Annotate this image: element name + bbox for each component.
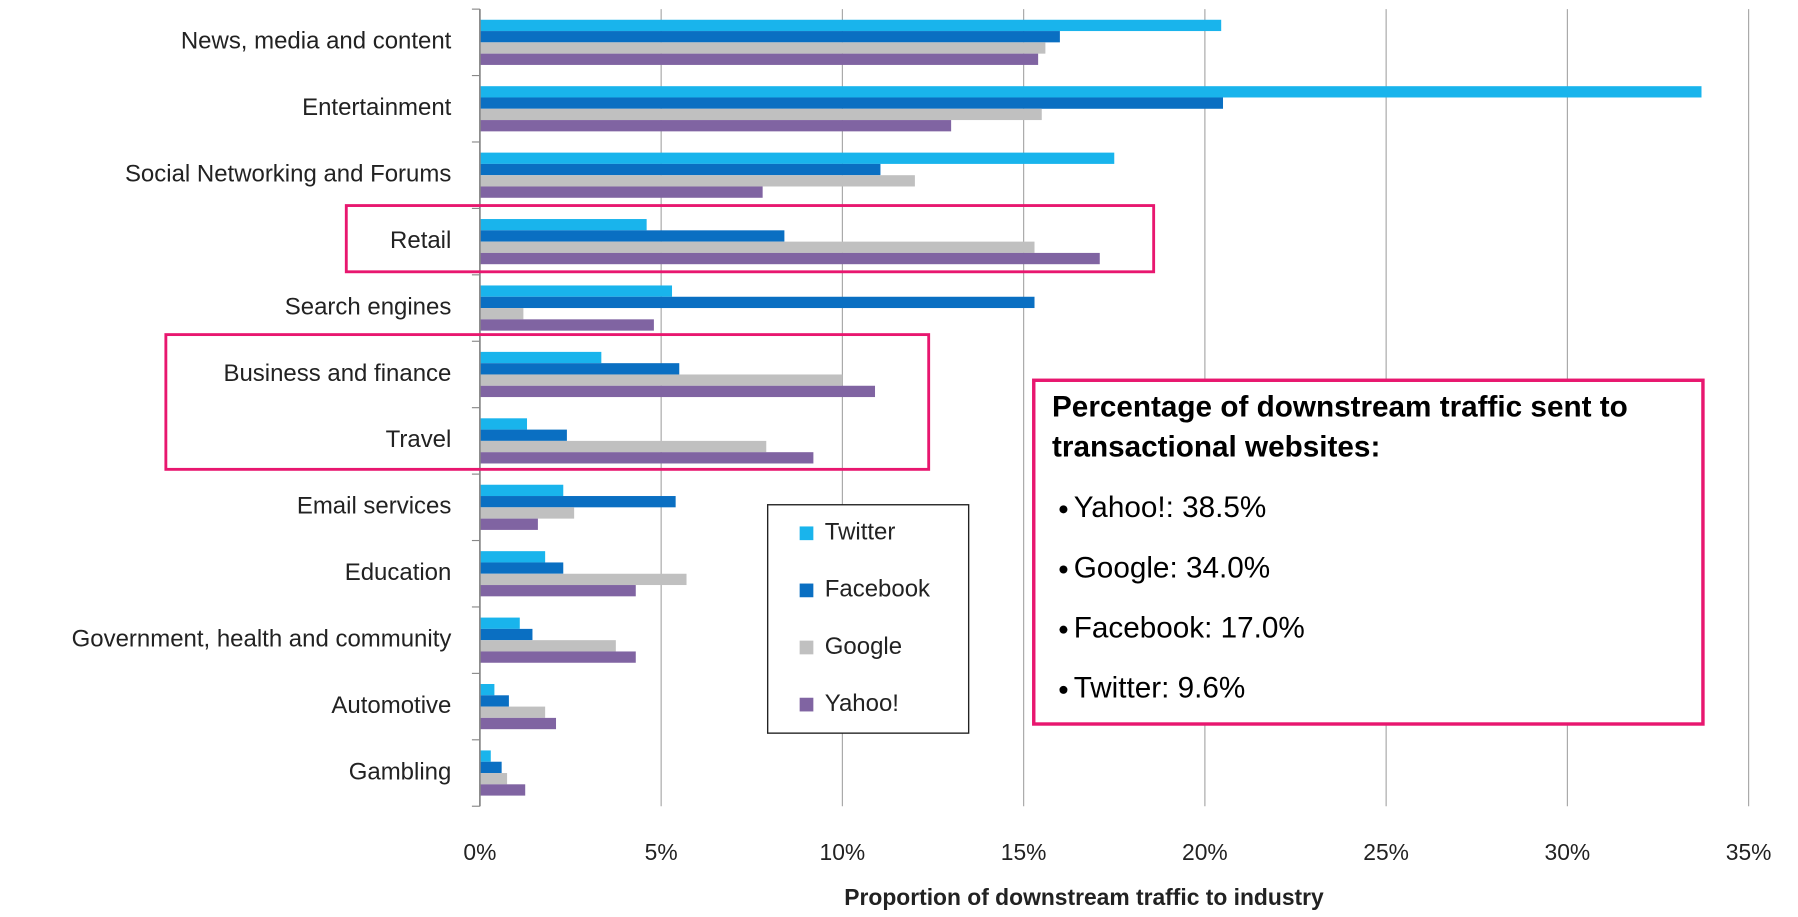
bar — [479, 573, 687, 586]
bar — [479, 418, 528, 430]
bar — [479, 562, 564, 574]
highlight-box — [344, 204, 1156, 274]
bar — [479, 241, 1035, 253]
annotation-title: transactional websites: — [1052, 431, 1380, 464]
bar — [479, 230, 785, 242]
bar — [479, 53, 1039, 65]
x-tick-label: 30% — [1545, 839, 1591, 865]
legend-swatch — [799, 640, 814, 655]
bar — [479, 484, 564, 497]
legend-swatch — [799, 697, 814, 712]
bar — [479, 19, 1222, 32]
bar — [479, 374, 843, 386]
bullet — [1059, 685, 1068, 694]
y-tick-label: Automotive — [331, 692, 451, 719]
bar — [479, 717, 557, 730]
grid: 0% 5% 10% 15% 20% 25% 30% 35% News, media and co… — [72, 8, 1772, 865]
legend-label: Google — [825, 633, 902, 660]
bar — [479, 440, 767, 453]
bar — [479, 452, 814, 464]
bars — [479, 19, 1702, 796]
bar — [479, 175, 915, 187]
annotation-item: Google: 34.0% — [1074, 551, 1270, 584]
bar — [479, 97, 1224, 109]
annotation-item: Twitter: 9.6% — [1074, 672, 1246, 705]
legend-box — [766, 504, 970, 734]
bar — [479, 252, 1100, 265]
x-tick-label: 0% — [463, 839, 496, 865]
legend-label: Twitter — [825, 519, 896, 546]
bar — [479, 308, 524, 320]
x-tick-label: 25% — [1363, 839, 1409, 865]
bar — [479, 319, 654, 331]
y-tick-label: Education — [345, 559, 452, 586]
bar — [479, 429, 567, 441]
x-tick-label: 10% — [820, 839, 866, 865]
bar — [479, 628, 533, 641]
bar — [479, 120, 952, 132]
bar — [479, 507, 575, 519]
bar — [479, 86, 1702, 98]
annotation-title: Percentage of downstream traffic sent to — [1052, 391, 1628, 424]
bar — [479, 518, 538, 530]
annotation-item: Yahoo!: 38.5% — [1074, 491, 1267, 524]
bar — [479, 42, 1046, 54]
bar — [479, 684, 495, 696]
annotation-item: Facebook: 17.0% — [1074, 612, 1305, 645]
bar — [479, 750, 491, 762]
y-tick-label: Government, health and community — [72, 625, 452, 652]
legend-label: Yahoo! — [825, 690, 899, 717]
bar — [479, 296, 1035, 309]
y-tick-label: Social Networking and Forums — [125, 161, 451, 188]
y-tick-label: Retail — [390, 227, 451, 254]
y-tick-label: Travel — [386, 426, 452, 453]
x-tick-label: 15% — [1001, 839, 1047, 865]
annotation-box — [1032, 378, 1705, 726]
x-axis-title: Proportion of downstream traffic to indu… — [844, 884, 1324, 910]
bullet — [1059, 565, 1068, 574]
bar — [479, 363, 680, 375]
bar — [479, 761, 502, 774]
bar — [479, 496, 676, 508]
bar — [479, 108, 1042, 121]
y-tick-label: Business and finance — [223, 360, 451, 387]
bar — [479, 651, 636, 663]
y-tick-label: Gambling — [349, 758, 452, 785]
bar — [479, 784, 526, 796]
bar — [479, 186, 763, 198]
bullet — [1059, 505, 1068, 514]
highlight-box — [164, 333, 931, 471]
bar — [479, 551, 546, 563]
bar — [479, 773, 508, 785]
bar — [479, 695, 509, 707]
bar — [479, 585, 636, 597]
bar — [479, 219, 647, 231]
y-tick-label: Search engines — [285, 293, 452, 320]
x-tick-label: 35% — [1726, 839, 1772, 865]
bar — [479, 351, 602, 364]
bar — [479, 385, 876, 398]
y-tick-label: Email services — [297, 493, 452, 520]
bullet — [1059, 625, 1068, 634]
bar — [479, 31, 1060, 43]
y-tick-label: News, media and content — [181, 28, 452, 55]
bar — [479, 706, 546, 718]
bar — [479, 152, 1115, 164]
x-tick-label: 5% — [645, 839, 678, 865]
x-tick-label: 20% — [1182, 839, 1228, 865]
bar — [479, 163, 881, 176]
legend: Twitter Facebook Google Yahoo! — [799, 519, 931, 717]
legend-swatch — [799, 526, 814, 541]
bar — [479, 640, 616, 652]
legend-swatch — [799, 583, 814, 598]
bar — [479, 617, 520, 629]
legend-label: Facebook — [825, 576, 931, 603]
y-tick-label: Entertainment — [302, 94, 452, 121]
bar — [479, 285, 673, 297]
annotation-items: Yahoo!: 38.5% Google: 34.0% Facebook: 17.0… — [1059, 491, 1305, 705]
